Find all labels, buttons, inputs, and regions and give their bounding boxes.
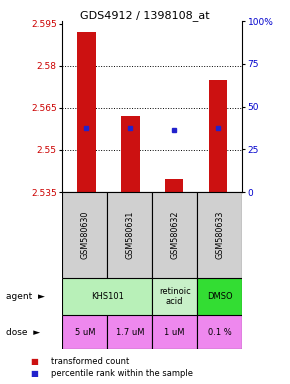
Text: GSM580631: GSM580631 <box>125 211 134 259</box>
Text: agent  ►: agent ► <box>6 292 45 301</box>
Bar <box>62 315 107 349</box>
Text: GSM580633: GSM580633 <box>215 211 224 259</box>
Bar <box>165 179 183 192</box>
Bar <box>121 116 139 192</box>
Text: KHS101: KHS101 <box>91 292 124 301</box>
Text: 0.1 %: 0.1 % <box>208 328 231 337</box>
Bar <box>62 192 107 278</box>
Bar <box>152 278 197 315</box>
Text: dose  ►: dose ► <box>6 328 40 337</box>
Bar <box>209 80 227 192</box>
Text: ■: ■ <box>30 357 38 366</box>
Text: ■: ■ <box>30 369 38 378</box>
Text: percentile rank within the sample: percentile rank within the sample <box>51 369 193 378</box>
Bar <box>197 315 242 349</box>
Text: GSM580632: GSM580632 <box>170 211 179 260</box>
Bar <box>197 278 242 315</box>
Text: GDS4912 / 1398108_at: GDS4912 / 1398108_at <box>80 10 210 20</box>
Bar <box>197 192 242 278</box>
Text: DMSO: DMSO <box>207 292 233 301</box>
Bar <box>152 192 197 278</box>
Bar <box>62 278 152 315</box>
Text: 5 uM: 5 uM <box>75 328 95 337</box>
Bar <box>107 315 152 349</box>
Text: GSM580630: GSM580630 <box>80 211 89 259</box>
Bar <box>77 32 96 192</box>
Text: retinoic
acid: retinoic acid <box>159 287 191 306</box>
Text: 1 uM: 1 uM <box>164 328 185 337</box>
Text: 1.7 uM: 1.7 uM <box>115 328 144 337</box>
Text: transformed count: transformed count <box>51 357 129 366</box>
Bar <box>152 315 197 349</box>
Bar <box>107 192 152 278</box>
